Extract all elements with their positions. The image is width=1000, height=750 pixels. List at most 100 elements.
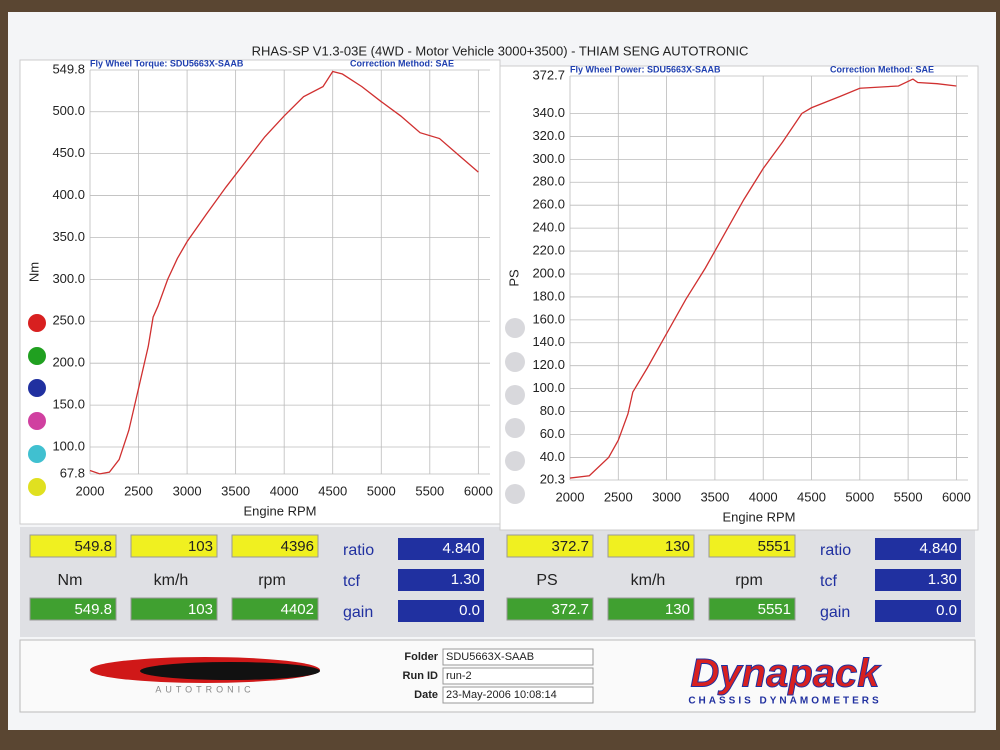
x-tick-label: 5500 <box>415 483 444 498</box>
readout-bottom: 4402 <box>281 601 314 618</box>
y-tick-label: 200.0 <box>532 265 565 280</box>
param-name: gain <box>343 604 373 621</box>
legend-dot <box>505 451 525 471</box>
y-tick-label: 372.7 <box>532 67 565 82</box>
readout-box-bottom <box>29 597 117 621</box>
param-name: ratio <box>820 542 851 559</box>
field-value: 23-May-2006 10:08:14 <box>446 689 557 701</box>
param-value: 0.0 <box>936 602 957 619</box>
legend-dot <box>28 412 46 430</box>
param-value: 4.840 <box>442 540 480 557</box>
legend-dot <box>28 314 46 332</box>
legend-dot <box>505 318 525 338</box>
legend-dot <box>28 379 46 397</box>
param-box <box>398 569 484 591</box>
x-axis-label: Engine RPM <box>244 503 317 518</box>
field-label: Folder <box>404 651 438 663</box>
legend-dot <box>28 478 46 496</box>
y-tick-label: 180.0 <box>532 288 565 303</box>
x-tick-label: 3500 <box>700 489 729 504</box>
readout-unit: Nm <box>58 572 83 589</box>
y-tick-label: 320.0 <box>532 128 565 143</box>
autotronic-swoosh-dark <box>140 662 320 680</box>
x-tick-label: 4000 <box>749 489 778 504</box>
readout-top: 4396 <box>281 538 314 555</box>
readout-bottom: 130 <box>665 601 690 618</box>
readout-unit: km/h <box>631 572 666 589</box>
param-box <box>398 538 484 560</box>
readout-top: 103 <box>188 538 213 555</box>
field-box <box>442 686 594 704</box>
readout-top: 372.7 <box>551 538 589 555</box>
x-tick-label: 3000 <box>173 483 202 498</box>
x-tick-label: 2500 <box>604 489 633 504</box>
chart-subtitle: Fly Wheel Power: SDU5663X-SAAB <box>570 64 721 74</box>
x-tick-label: 4500 <box>797 489 826 504</box>
x-tick-label: 6000 <box>942 489 971 504</box>
y-tick-label: 240.0 <box>532 220 565 235</box>
y-tick-label: 220.0 <box>532 242 565 257</box>
y-tick-label: 100.0 <box>532 380 565 395</box>
y-tick-label: 400.0 <box>52 187 85 202</box>
readout-box-bottom <box>708 597 796 621</box>
readout-bottom: 103 <box>188 601 213 618</box>
legend-dot <box>28 347 46 365</box>
readout-unit: km/h <box>154 572 189 589</box>
y-tick-label: 340.0 <box>532 105 565 120</box>
y-tick-label: 250.0 <box>52 313 85 328</box>
param-value: 4.840 <box>919 540 957 557</box>
readout-top: 549.8 <box>74 538 112 555</box>
readout-unit: rpm <box>735 572 763 589</box>
param-name: ratio <box>343 542 374 559</box>
legend-dot <box>505 484 525 504</box>
field-label: Run ID <box>403 670 438 682</box>
correction-method: Correction Method: SAE <box>350 58 454 68</box>
y-tick-label: 280.0 <box>532 174 565 189</box>
param-box <box>875 600 961 622</box>
y-tick-label: 20.3 <box>540 471 565 486</box>
y-tick-label: 67.8 <box>60 465 85 480</box>
plot-area <box>19 59 501 525</box>
readout-box-bottom <box>231 597 319 621</box>
readout-bottom: 5551 <box>758 601 791 618</box>
y-tick-label: 60.0 <box>540 426 565 441</box>
y-tick-label: 160.0 <box>532 311 565 326</box>
dynapack-sub: CHASSIS DYNAMOMETERS <box>688 696 881 707</box>
readout-bottom: 372.7 <box>551 601 589 618</box>
y-tick-label: 350.0 <box>52 229 85 244</box>
param-name: tcf <box>343 573 360 590</box>
param-value: 1.30 <box>928 571 957 588</box>
legend-dot <box>505 418 525 438</box>
field-box <box>442 648 594 666</box>
y-tick-label: 100.0 <box>52 438 85 453</box>
x-tick-label: 4000 <box>270 483 299 498</box>
param-name: gain <box>820 604 850 621</box>
x-tick-label: 4500 <box>318 483 347 498</box>
param-box <box>875 569 961 591</box>
readout-box-top <box>607 534 695 558</box>
x-tick-label: 3000 <box>652 489 681 504</box>
plot-area <box>499 65 979 531</box>
x-tick-label: 3500 <box>221 483 250 498</box>
x-axis-label: Engine RPM <box>723 509 796 524</box>
y-tick-label: 300.0 <box>52 271 85 286</box>
field-value: SDU5663X-SAAB <box>446 651 534 663</box>
y-tick-label: 260.0 <box>532 197 565 212</box>
y-tick-label: 150.0 <box>52 397 85 412</box>
legend-dot <box>28 445 46 463</box>
page-title: RHAS-SP V1.3-03E (4WD - Motor Vehicle 30… <box>252 43 749 58</box>
chart-subtitle: Fly Wheel Torque: SDU5663X-SAAB <box>90 58 244 68</box>
legend-dot <box>505 352 525 372</box>
torque-power-curve <box>569 78 957 479</box>
readout-box-top <box>29 534 117 558</box>
param-box <box>398 600 484 622</box>
y-axis-label: Nm <box>26 262 41 282</box>
x-tick-label: 2000 <box>556 489 585 504</box>
readout-box-bottom <box>607 597 695 621</box>
field-box <box>442 667 594 685</box>
correction-method: Correction Method: SAE <box>830 64 934 74</box>
x-tick-label: 5000 <box>367 483 396 498</box>
param-value: 1.30 <box>451 571 480 588</box>
y-tick-label: 200.0 <box>52 355 85 370</box>
